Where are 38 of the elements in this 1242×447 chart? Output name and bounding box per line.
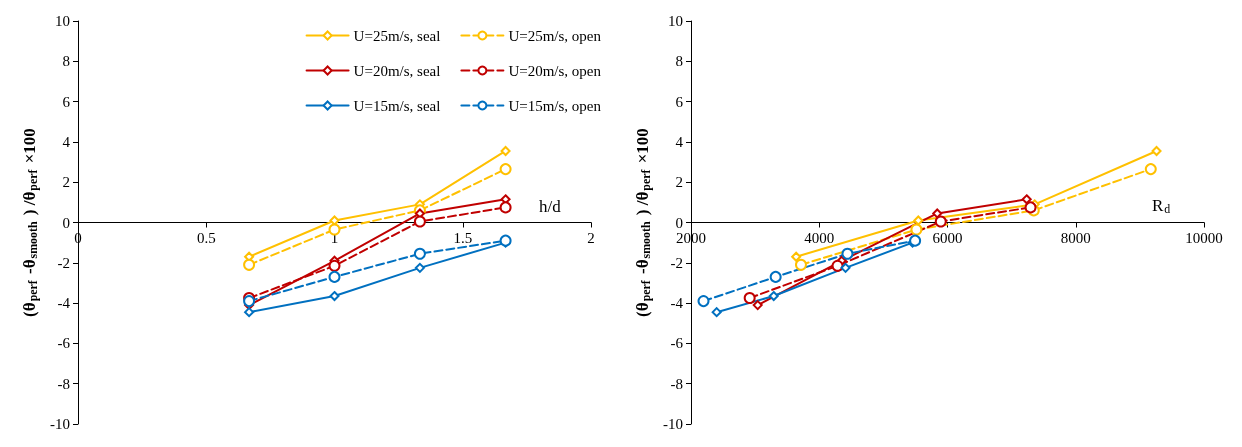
x-tick-label: 2: [587, 230, 595, 246]
y-tick-label: 2: [675, 174, 683, 191]
y-tick-label: 2: [62, 174, 70, 191]
legend-label: U=25m/s, seal: [353, 27, 441, 44]
y-tick-label: -6: [670, 335, 684, 352]
legend-label: U=25m/s, open: [508, 27, 602, 44]
y-tick-label: -8: [57, 375, 70, 392]
y-axis-title: (θperf -θsmooth ) /θperf ×100: [20, 128, 41, 317]
y-tick-label: -4: [670, 295, 684, 312]
y-tick-label: 4: [675, 133, 684, 150]
y-tick-label: -2: [670, 254, 683, 271]
legend-label: U=15m/s, seal: [353, 97, 441, 114]
legend-label: U=20m/s, open: [508, 62, 602, 79]
x-axis-title: h/d: [539, 196, 562, 216]
y-tick-label: -2: [57, 254, 70, 271]
y-tick-label: -10: [50, 416, 70, 432]
y-tick-label: 10: [55, 13, 70, 29]
x-tick-label: 4000: [804, 230, 835, 246]
x-tick-label: 8000: [1060, 230, 1091, 246]
y-tick-label: 6: [675, 93, 684, 110]
y-axis-title: (θperf -θsmooth ) /θperf ×100: [633, 128, 654, 317]
x-tick-label: 1.5: [453, 230, 473, 246]
legend-label: U=15m/s, open: [508, 97, 602, 114]
y-tick-label: -8: [670, 375, 683, 392]
y-tick-label: 10: [668, 13, 683, 29]
y-tick-label: 0: [675, 214, 683, 231]
y-tick-label: -10: [663, 416, 683, 432]
y-tick-label: 8: [675, 53, 683, 70]
x-tick-label: 6000: [932, 230, 963, 246]
y-tick-label: 8: [62, 53, 70, 70]
legend-label: U=20m/s, seal: [353, 62, 441, 79]
y-tick-label: 0: [62, 214, 70, 231]
y-tick-label: 6: [62, 93, 71, 110]
y-tick-label: -4: [57, 295, 71, 312]
y-tick-label: -6: [57, 335, 71, 352]
x-tick-label: 0.5: [196, 230, 216, 246]
x-tick-label: 10000: [1185, 230, 1223, 246]
y-tick-label: 4: [62, 133, 71, 150]
